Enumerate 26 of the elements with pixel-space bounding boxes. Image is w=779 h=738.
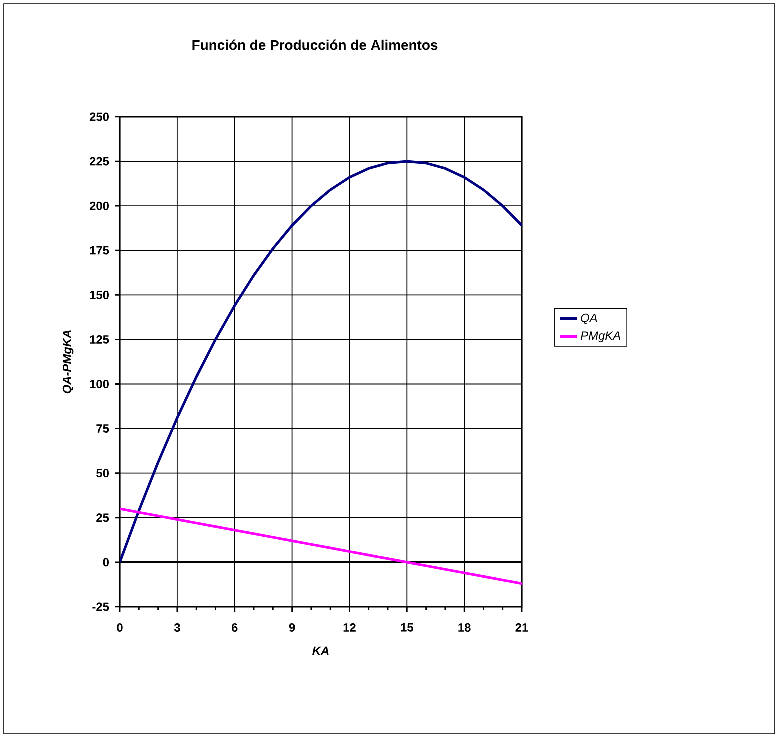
y-tick-label: -25 — [92, 602, 110, 612]
y-tick-label: 250 — [90, 112, 109, 122]
x-tick-label: 9 — [289, 624, 296, 632]
y-tick-label: 0 — [103, 558, 109, 567]
y-tick-label: 225 — [90, 157, 110, 166]
y-tick-label: 200 — [90, 202, 109, 210]
legend-label: PMgKA — [580, 332, 620, 342]
y-tick-label: 125 — [90, 335, 110, 344]
legend-label: QA — [581, 314, 598, 325]
x-tick-label: 18 — [458, 624, 471, 632]
y-tick-label: 25 — [96, 514, 110, 522]
x-tick-label: 12 — [344, 624, 356, 632]
y-tick-label: 150 — [90, 290, 109, 300]
x-tick-label: 15 — [401, 624, 414, 632]
y-tick-label: 50 — [96, 469, 109, 478]
x-tick-label: 6 — [232, 624, 238, 632]
y-tick-label: 75 — [96, 424, 110, 433]
x-tick-label: 3 — [174, 624, 180, 632]
y-tick-label: 175 — [90, 246, 110, 255]
x-tick-label: 21 — [516, 624, 528, 632]
y-tick-label: 100 — [90, 380, 109, 388]
chart-title: Función de Producción de Alimentos — [192, 40, 438, 50]
y-axis-title: QA-PMgKA — [62, 330, 74, 394]
x-axis-title: KA — [312, 646, 329, 656]
x-tick-label: 0 — [117, 624, 123, 632]
line-series — [120, 160, 522, 564]
